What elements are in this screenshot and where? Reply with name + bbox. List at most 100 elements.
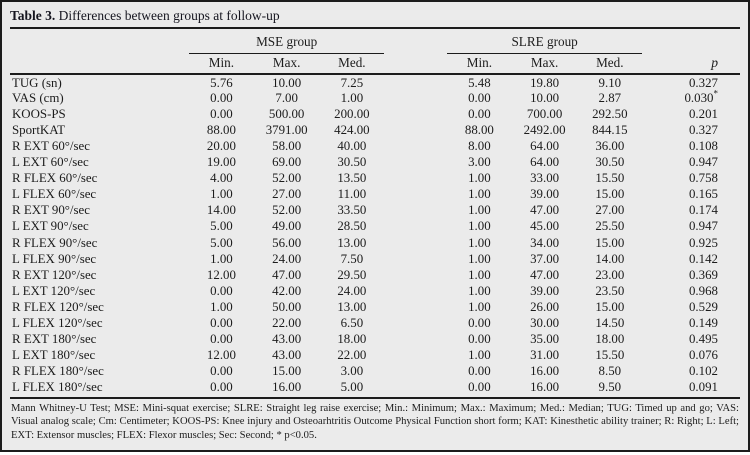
- table-row: L EXT 90°/sec 5.00 49.00 28.50 1.00 45.00 25.5…: [10, 219, 740, 235]
- col-header-mse-min: Min.: [188, 53, 255, 75]
- p-value-cell: 0.758: [688, 171, 718, 186]
- spacer-cell: [384, 154, 446, 170]
- row-label-cell: L EXT 90°/sec: [12, 219, 89, 234]
- row-label-cell: R EXT 60°/sec: [12, 138, 90, 153]
- value-cell: 30.50: [595, 155, 625, 170]
- row-label-cell: L FLEX 90°/sec: [12, 251, 97, 266]
- table-row: R EXT 60°/sec 20.00 58.00 40.00 8.00 64.00 36.…: [10, 138, 740, 154]
- spacer-cell: [384, 235, 446, 251]
- row-label-cell: L FLEX 120°/sec: [12, 316, 103, 330]
- value-cell: 29.50: [337, 267, 367, 282]
- value-cell: 5.00: [210, 235, 233, 250]
- value-cell: 88.00: [464, 122, 494, 137]
- value-cell: 56.00: [272, 235, 302, 250]
- table-row: R EXT 90°/sec 14.00 52.00 33.50 1.00 47.00 27.…: [10, 203, 740, 219]
- p-value-cell: 0.076: [688, 348, 718, 363]
- empty-cell: [642, 29, 740, 53]
- value-cell: 0.00: [468, 316, 491, 330]
- value-cell: 7.25: [340, 76, 364, 91]
- p-value-cell: 0.968: [688, 283, 718, 298]
- value-cell: 15.50: [595, 171, 625, 186]
- p-value-cell: 0.165: [688, 187, 718, 202]
- value-cell: 292.50: [592, 106, 628, 121]
- value-cell: 0.00: [468, 332, 491, 347]
- value-cell: 4.00: [210, 171, 233, 186]
- value-cell: 30.00: [530, 316, 560, 330]
- table-number: Table 3.: [10, 8, 56, 23]
- value-cell: 2.87: [598, 90, 622, 105]
- p-value-cell: 0.947: [688, 155, 718, 170]
- group-header-row: MSE group SLRE group: [10, 29, 740, 54]
- table-body: TUG (sn) 5.76 10.00 7.25 5.48 19.80 9.10 0.327 V…: [10, 74, 740, 396]
- row-label-cell: R EXT 120°/sec: [12, 267, 97, 282]
- table-row: R FLEX 60°/sec 4.00 52.00 13.50 1.00 33.00 15.…: [10, 171, 740, 187]
- p-value-cell: 0.108: [688, 138, 718, 153]
- value-cell: 14.00: [595, 251, 625, 266]
- value-cell: 26.00: [530, 299, 560, 314]
- value-cell: 0.00: [210, 90, 233, 105]
- spacer-cell: [384, 90, 446, 106]
- value-cell: 13.50: [337, 171, 367, 186]
- p-value-cell: 0.327: [688, 122, 718, 137]
- p-value-cell: 0.529: [688, 299, 718, 314]
- empty-cell: [10, 29, 189, 53]
- value-cell: 700.00: [526, 106, 563, 121]
- p-value-cell: 0.142: [688, 251, 718, 266]
- spacer-cell: [384, 74, 446, 90]
- p-value-cell: 0.149: [688, 316, 718, 330]
- value-cell: 0.00: [210, 283, 233, 298]
- col-header-mse-max: Max.: [254, 53, 320, 75]
- col-header-p: p: [642, 53, 740, 75]
- value-cell: 50.00: [272, 299, 302, 314]
- table-row: L FLEX 120°/sec 0.00 22.00 6.50 0.00 30.00 14.…: [10, 315, 740, 331]
- value-cell: 19.80: [530, 76, 560, 91]
- row-label-cell: R FLEX 90°/sec: [12, 235, 98, 250]
- value-cell: 69.00: [272, 155, 302, 170]
- spacer-cell: [384, 138, 446, 154]
- sub-header-row: Min. Max. Med. Min. Max. Med. p: [10, 53, 740, 75]
- row-label-cell: R FLEX 120°/sec: [12, 299, 104, 314]
- value-cell: 14.00: [206, 203, 236, 218]
- value-cell: 22.00: [337, 348, 367, 363]
- row-label-cell: SportKAT: [12, 122, 65, 137]
- value-cell: 45.00: [530, 219, 560, 234]
- value-cell: 424.00: [334, 122, 370, 137]
- value-cell: 1.00: [468, 267, 491, 282]
- value-cell: 13.00: [337, 299, 367, 314]
- value-cell: 27.00: [595, 203, 625, 218]
- value-cell: 0.00: [468, 90, 491, 105]
- table-row: R FLEX 90°/sec 5.00 56.00 13.00 1.00 34.00 15.…: [10, 235, 740, 251]
- value-cell: 64.00: [530, 155, 560, 170]
- value-cell: 5.48: [468, 76, 491, 91]
- value-cell: 18.00: [595, 332, 625, 347]
- value-cell: 10.00: [272, 76, 302, 91]
- value-cell: 1.00: [468, 203, 491, 218]
- row-label-cell: VAS (cm): [12, 90, 64, 105]
- value-cell: 36.00: [595, 138, 625, 153]
- value-cell: 0.00: [210, 364, 233, 379]
- group-header-mse: MSE group: [188, 29, 385, 54]
- value-cell: 1.00: [340, 90, 364, 105]
- value-cell: 2492.00: [523, 122, 566, 137]
- spacer-cell: [384, 332, 446, 348]
- value-cell: 0.00: [210, 106, 233, 121]
- value-cell: 47.00: [272, 267, 302, 282]
- value-cell: 25.50: [595, 219, 625, 234]
- value-cell: 0.00: [468, 106, 491, 121]
- spacer-cell: [384, 53, 447, 75]
- table-title: Table 3. Differences between groups at f…: [10, 2, 740, 29]
- value-cell: 0.00: [468, 364, 491, 379]
- spacer-cell: [384, 364, 446, 380]
- value-cell: 1.00: [468, 299, 491, 314]
- col-header-slre-min: Min.: [446, 53, 512, 75]
- spacer-cell: [384, 283, 446, 299]
- value-cell: 9.50: [598, 380, 622, 395]
- spacer-cell: [384, 315, 446, 331]
- value-cell: 1.00: [468, 251, 491, 266]
- value-cell: 16.00: [530, 364, 560, 379]
- spacer-cell: [384, 122, 446, 138]
- p-value-cell: 0.495: [688, 332, 718, 347]
- spacer-cell: [384, 171, 446, 187]
- value-cell: 33.50: [337, 203, 367, 218]
